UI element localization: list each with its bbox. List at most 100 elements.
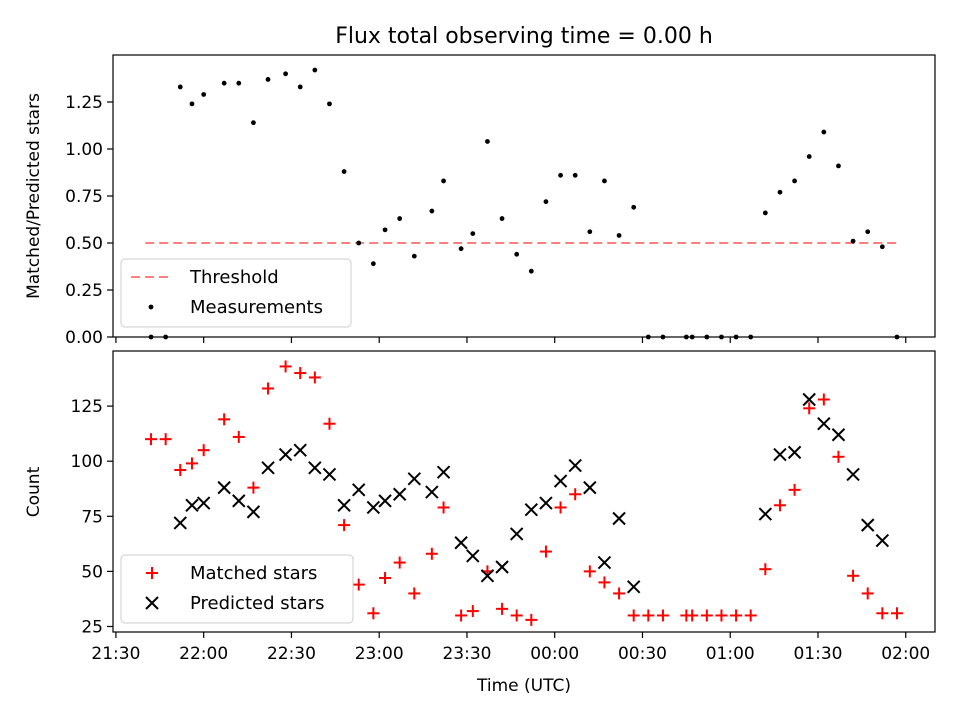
predicted-star-marker (495, 560, 509, 574)
bottom-plot-frame (112, 350, 936, 633)
predicted-star-marker (466, 549, 480, 563)
measurement-point (821, 129, 827, 135)
matched-star-marker (627, 609, 640, 622)
matched-star-marker (247, 481, 260, 494)
bottom-y-axis-label: Count (24, 466, 44, 517)
matched-star-marker (496, 602, 509, 615)
predicted-star-marker (524, 502, 539, 517)
x-tick-label: 23:00 (355, 644, 404, 664)
predicted-star-marker (454, 536, 468, 550)
matched-star-marker (262, 382, 275, 395)
top-y-tick-label: 0.75 (65, 187, 103, 207)
predicted-star-marker (539, 496, 553, 510)
measurement-point (251, 120, 256, 126)
x-tick-label: 23:30 (442, 644, 491, 664)
bottom-x-ticks: 21:30 22:00 22:30 23:00 23:30 00:00 00:30 01:00… (91, 632, 930, 664)
matched-star-marker (174, 464, 187, 477)
top-legend-box (120, 258, 352, 328)
matched-star-marker (393, 556, 406, 569)
matched-star-marker (788, 483, 801, 496)
measurement-point (865, 229, 871, 235)
predicted-star-marker (378, 494, 392, 508)
predicted-star-marker (553, 474, 568, 488)
matched-star-marker (455, 609, 468, 622)
measurement-point (429, 208, 435, 214)
matched-star-marker (773, 499, 786, 512)
matched-star-marker (890, 607, 903, 620)
x-tick-label: 01:00 (706, 644, 755, 664)
measurement-point (558, 172, 563, 178)
measurement-point (543, 199, 549, 205)
predicted-star-marker (293, 443, 307, 457)
matched-star-marker (525, 613, 538, 626)
x-tick-label: 21:30 (91, 644, 140, 664)
bottom-y-tick-label: 25 (81, 617, 103, 637)
matched-star-marker (308, 371, 321, 384)
predicted-star-marker (232, 494, 246, 508)
measurement-point (879, 244, 885, 250)
predicted-star-marker (509, 527, 524, 541)
bottom-y-tick-label: 125 (71, 397, 103, 417)
predicted-star-marker (831, 428, 846, 442)
bottom-panel: 25 50 75 100 125 21:30 22:00 22:30 23:00 23:30 00… (24, 350, 936, 696)
x-axis-label: Time (UTC) (476, 676, 571, 696)
measurement-point (777, 189, 783, 195)
top-y-axis-label: Matched/Predicted stars (24, 93, 44, 299)
top-panel: 0.00 0.25 0.50 0.75 1.00 1.25 Matched/Predict… (24, 54, 936, 348)
legend-predicted-label: Predicted stars (190, 593, 324, 614)
predicted-star-marker (196, 496, 211, 510)
matched-star-marker (569, 488, 582, 501)
measurement-point (792, 178, 797, 184)
measurement-point (631, 204, 637, 210)
matched-star-marker (437, 501, 450, 514)
predicted-star-marker (425, 485, 439, 499)
predicted-star-marker (612, 511, 626, 526)
measurement-point (762, 210, 768, 216)
legend-predicted-swatch (145, 596, 159, 610)
predicted-star-marker (173, 516, 187, 530)
measurement-point (602, 178, 607, 184)
top-y-tick-label: 0.50 (65, 234, 103, 254)
predicted-star-marker (308, 461, 322, 475)
measurement-point (265, 77, 271, 82)
matched-star-marker (583, 565, 596, 578)
legend-matched-label: Matched stars (190, 563, 317, 584)
matched-star-marker (466, 605, 479, 618)
top-y-tick-label: 0.00 (65, 328, 103, 348)
measurement-point (441, 178, 446, 184)
measurement-point (221, 80, 227, 86)
predicted-star-marker (773, 447, 787, 462)
legend-matched-swatch (146, 567, 158, 579)
measurement-point (514, 251, 520, 257)
matched-star-marker (379, 572, 392, 585)
matched-star-marker (642, 609, 655, 622)
bottom-y-tick-label: 75 (81, 507, 103, 527)
top-y-tick-label: 1.25 (65, 93, 103, 113)
x-tick-label: 00:30 (618, 644, 667, 664)
measurement-point (499, 216, 505, 221)
matched-star-marker (352, 578, 365, 591)
predicted-star-marker (758, 507, 773, 521)
top-y-tick-label: 0.25 (65, 281, 103, 301)
predicted-star-marker (626, 580, 641, 594)
measurement-point (458, 246, 464, 252)
matched-star-marker (408, 587, 421, 600)
top-y-tick-label: 1.00 (65, 140, 103, 160)
matched-star-marker (539, 545, 552, 558)
matched-star-marker (656, 609, 669, 622)
matched-star-marker (554, 501, 567, 514)
measurement-point (236, 80, 242, 86)
predicted-star-marker (217, 480, 231, 495)
matched-star-marker (425, 547, 438, 560)
matched-star-marker (686, 609, 699, 622)
predicted-star-marker (436, 465, 451, 479)
top-y-ticks: 0.00 0.25 0.50 0.75 1.00 1.25 (65, 93, 113, 348)
bottom-y-tick-label: 100 (71, 452, 103, 472)
predicted-star-marker (278, 447, 293, 462)
predicted-star-marker (861, 518, 875, 532)
matched-star-marker (803, 402, 816, 415)
predicted-star-marker (787, 445, 802, 460)
measurement-point (411, 253, 417, 259)
measurement-point (201, 92, 207, 97)
